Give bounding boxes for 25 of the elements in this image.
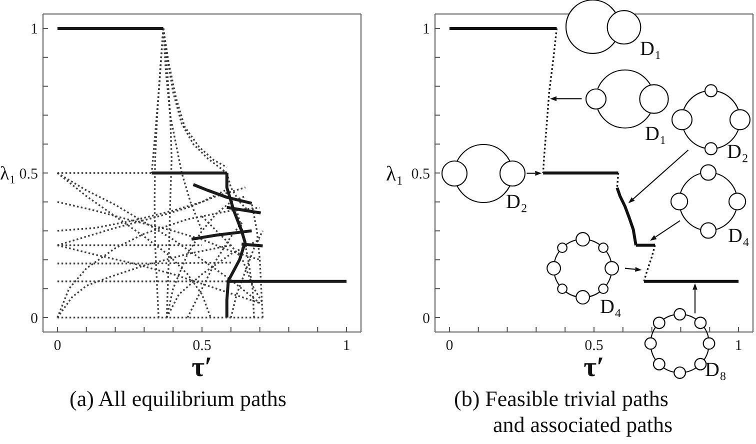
- x-tick-label: 0.5: [584, 338, 604, 354]
- text: (a) All equilibrium paths: [68, 386, 288, 412]
- x-axis-title: τ′: [192, 352, 212, 383]
- y-tick-label: 0.5: [19, 166, 38, 182]
- x-axis-title: τ′: [584, 352, 604, 383]
- text: D₈: [705, 359, 726, 381]
- y-axis-title: λ₁: [0, 164, 16, 185]
- x-tick-label: 0.5: [192, 338, 212, 354]
- y-tick-label: 0: [422, 310, 430, 327]
- annotation: D₄: [728, 225, 750, 247]
- y-tick-label: 0.5: [411, 166, 430, 182]
- y-tick-label: 1: [422, 22, 430, 38]
- annotation: D₂: [727, 141, 748, 163]
- y-tick-label: 1: [30, 22, 38, 38]
- text: (b) Feasible trivial paths and associated paths: [454, 386, 674, 438]
- x-tick-label: 0: [54, 338, 62, 354]
- y-tick-label: 0: [30, 310, 38, 327]
- x-tick-label: 0: [446, 338, 454, 354]
- x-tick-label: 1: [342, 338, 350, 354]
- annotation: D₄: [600, 296, 622, 318]
- x-tick-label: 1: [734, 338, 742, 354]
- y-axis-title: λ₁: [386, 161, 404, 186]
- annotation: D₁: [645, 123, 666, 145]
- annotation: D₁: [640, 38, 662, 60]
- annotation: D₂: [506, 191, 528, 213]
